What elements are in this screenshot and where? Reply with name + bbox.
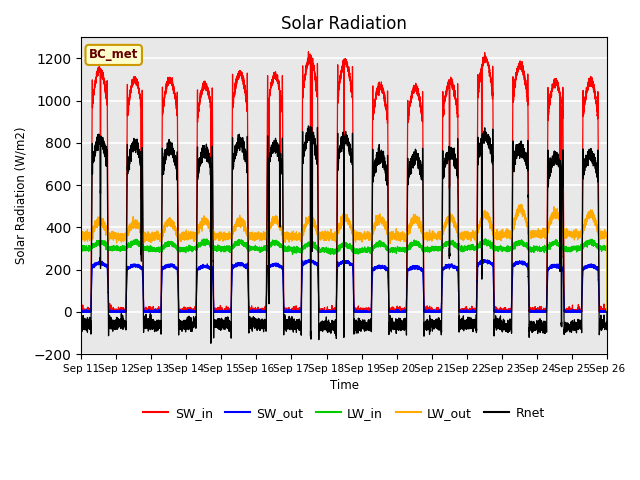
SW_in bbox=[461, 309, 469, 315]
Rnet bbox=[326, 323, 334, 329]
SW_out bbox=[305, 257, 313, 263]
Line: SW_in: SW_in bbox=[81, 52, 607, 312]
SW_in bbox=[77, 309, 85, 315]
LW_in bbox=[603, 309, 611, 315]
Rnet bbox=[581, 161, 589, 167]
LW_out bbox=[256, 230, 264, 236]
SW_out bbox=[603, 309, 611, 315]
LW_out bbox=[326, 233, 334, 239]
Text: BC_met: BC_met bbox=[89, 48, 138, 61]
Rnet bbox=[477, 140, 484, 146]
X-axis label: Time: Time bbox=[330, 379, 358, 392]
LW_out bbox=[516, 202, 524, 207]
SW_out bbox=[77, 309, 85, 315]
SW_in bbox=[326, 309, 334, 315]
SW_out bbox=[256, 309, 264, 315]
LW_in bbox=[476, 240, 484, 246]
LW_in bbox=[575, 245, 582, 251]
SW_in bbox=[305, 49, 312, 55]
SW_out bbox=[462, 309, 470, 315]
Rnet bbox=[462, 322, 470, 328]
LW_in bbox=[581, 240, 589, 246]
LW_in bbox=[326, 251, 334, 257]
SW_in bbox=[603, 309, 611, 315]
Rnet bbox=[256, 324, 264, 330]
LW_out bbox=[476, 221, 484, 227]
LW_in bbox=[461, 245, 469, 251]
Line: Rnet: Rnet bbox=[81, 126, 607, 343]
LW_in bbox=[77, 247, 85, 252]
SW_out bbox=[575, 309, 582, 315]
Line: LW_out: LW_out bbox=[81, 204, 607, 312]
SW_in bbox=[477, 73, 484, 79]
Line: SW_out: SW_out bbox=[81, 260, 607, 312]
Rnet bbox=[77, 321, 85, 327]
Rnet bbox=[603, 309, 611, 314]
LW_out bbox=[581, 220, 589, 226]
LW_out bbox=[603, 309, 611, 315]
LW_in bbox=[256, 246, 264, 252]
Rnet bbox=[575, 321, 582, 327]
LW_out bbox=[575, 231, 582, 237]
LW_in bbox=[479, 234, 486, 240]
Legend: SW_in, SW_out, LW_in, LW_out, Rnet: SW_in, SW_out, LW_in, LW_out, Rnet bbox=[138, 402, 550, 424]
SW_in bbox=[256, 309, 264, 315]
SW_out bbox=[326, 309, 334, 315]
SW_out bbox=[581, 264, 589, 270]
LW_out bbox=[461, 229, 469, 235]
Rnet bbox=[305, 123, 312, 129]
SW_in bbox=[581, 96, 589, 102]
SW_out bbox=[477, 261, 484, 267]
Line: LW_in: LW_in bbox=[81, 237, 607, 312]
Title: Solar Radiation: Solar Radiation bbox=[281, 15, 407, 33]
SW_out bbox=[77, 309, 85, 315]
SW_in bbox=[575, 302, 582, 308]
Rnet bbox=[207, 340, 214, 346]
LW_out bbox=[77, 235, 85, 241]
Y-axis label: Solar Radiation (W/m2): Solar Radiation (W/m2) bbox=[15, 127, 28, 264]
